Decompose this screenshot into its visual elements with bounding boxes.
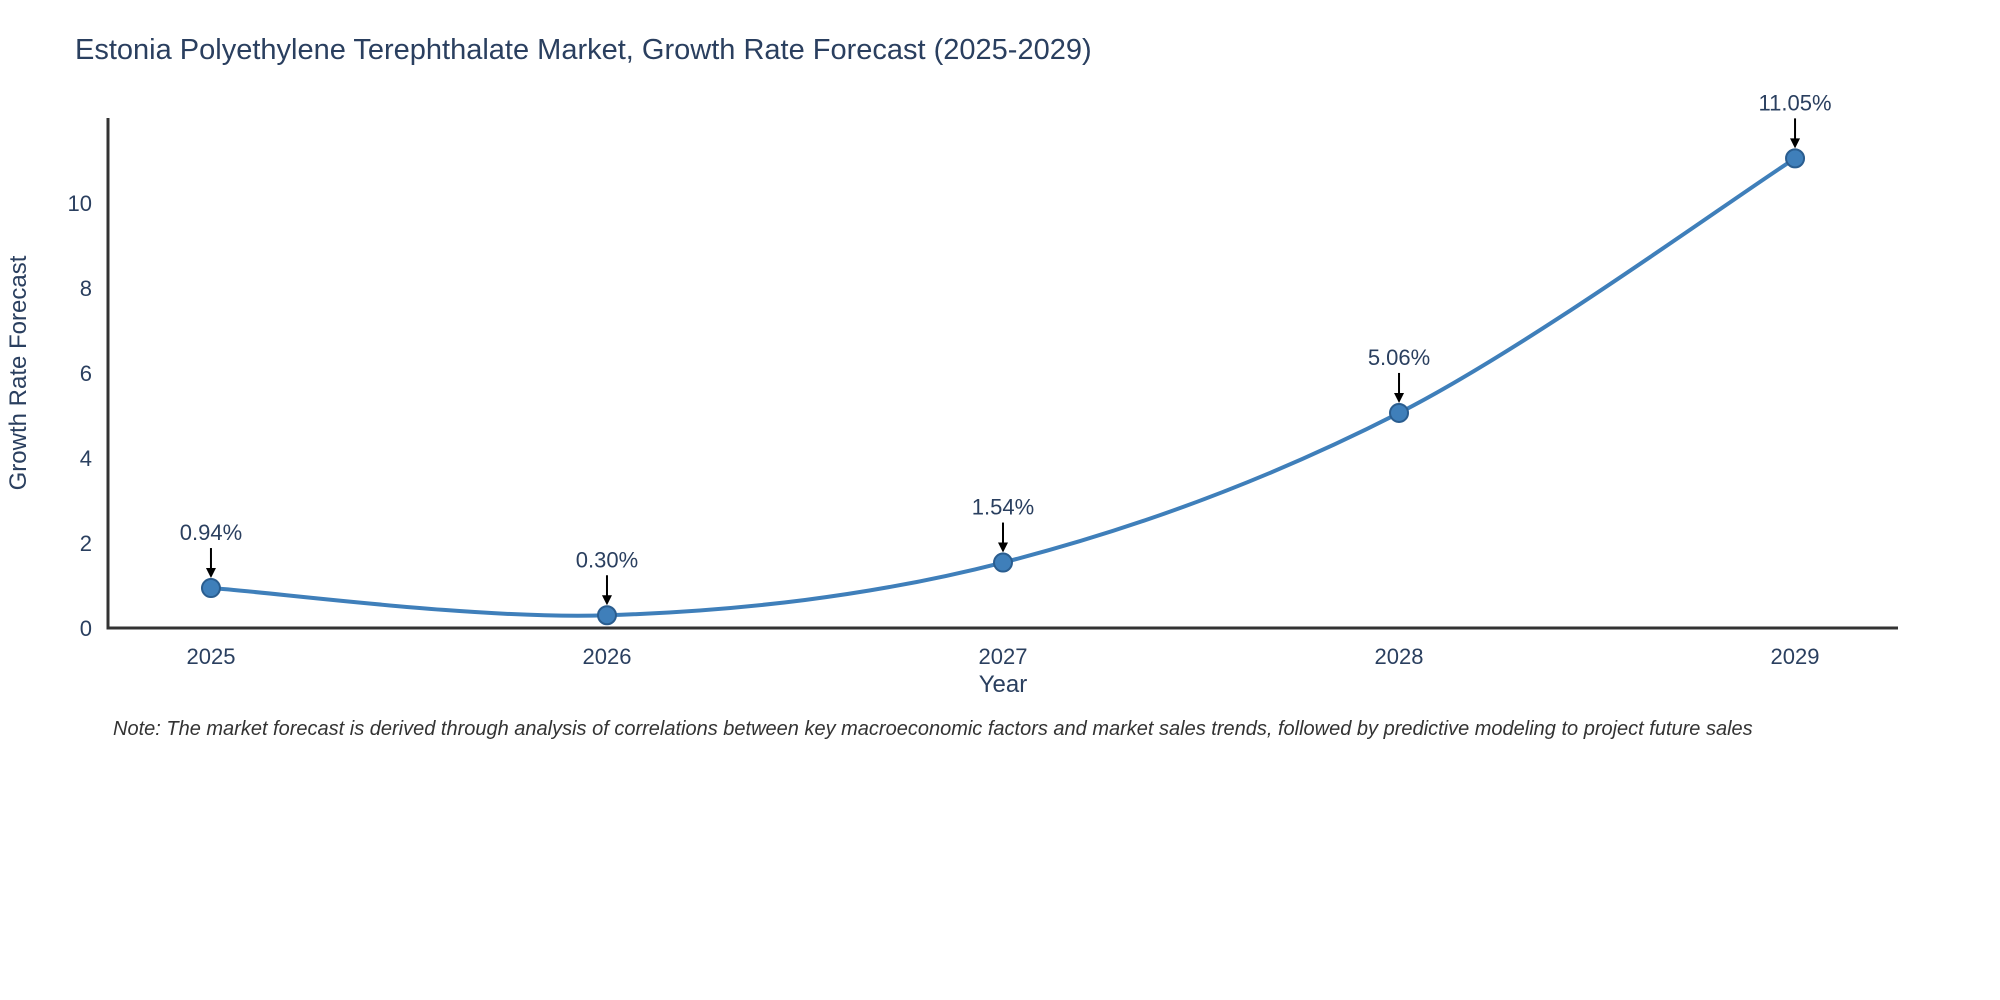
- x-tick-label-2025: 2025: [186, 644, 235, 669]
- x-tick-label-2026: 2026: [583, 644, 632, 669]
- data-point-2029[interactable]: [1785, 148, 1806, 169]
- annotation-arrowhead: [1394, 392, 1405, 403]
- y-tick-label-8: 8: [80, 276, 92, 301]
- x-tick-label-2027: 2027: [979, 644, 1028, 669]
- data-point-2025[interactable]: [200, 578, 221, 599]
- data-point-2026[interactable]: [596, 605, 617, 626]
- chart-title: Estonia Polyethylene Terephthalate Marke…: [75, 34, 1092, 66]
- annotation-arrowhead: [601, 595, 612, 606]
- annotation-arrowhead: [205, 568, 216, 579]
- y-axis-title: Growth Rate Forecast: [5, 255, 32, 490]
- x-tick-label-2028: 2028: [1375, 644, 1424, 669]
- y-tick-label-0: 0: [80, 616, 92, 641]
- point-annotation-2027: 1.54%: [972, 495, 1034, 520]
- x-axis-title: Year: [979, 671, 1028, 698]
- annotation-arrowhead: [1790, 138, 1801, 149]
- data-point-2028[interactable]: [1389, 402, 1410, 423]
- point-annotation-2028: 5.06%: [1368, 345, 1430, 370]
- y-tick-label-6: 6: [80, 361, 92, 386]
- annotation-arrowhead: [998, 542, 1008, 553]
- point-annotation-2025: 0.94%: [180, 520, 242, 545]
- y-tick-label-10: 10: [68, 191, 92, 216]
- data-point-2027[interactable]: [993, 552, 1013, 573]
- note-text: Note: The market forecast is derived thr…: [113, 718, 1753, 740]
- y-tick-label-2: 2: [80, 531, 92, 556]
- y-tick-label-4: 4: [80, 446, 92, 471]
- point-annotation-2026: 0.30%: [576, 547, 638, 572]
- x-tick-label-2029: 2029: [1771, 644, 1820, 669]
- point-annotation-2029: 11.05%: [1759, 90, 1832, 115]
